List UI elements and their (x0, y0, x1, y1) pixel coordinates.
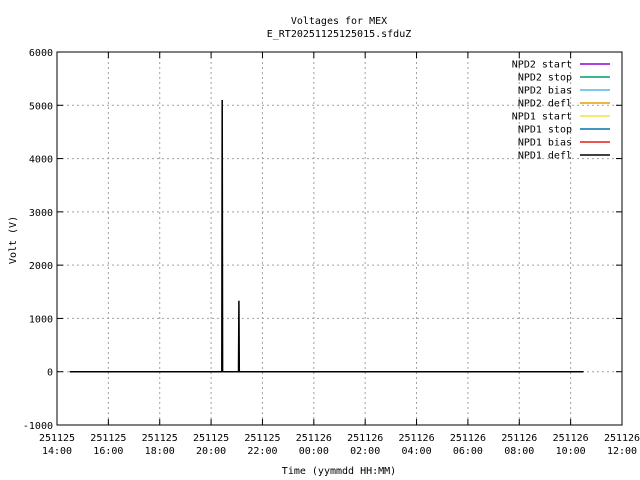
grid (57, 52, 622, 425)
legend-label: NPD2 start (512, 60, 572, 71)
axis-ticks: -1000 0 1000 2000 3000 4000 5000 6000 251125 14:0… (23, 48, 640, 457)
x-tick-label-time: 02:00 (350, 446, 380, 457)
chart-subtitle: E_RT20251125125015.sfduZ (267, 29, 412, 40)
x-tick-label-date: 251126 (347, 433, 383, 444)
x-tick-label-time: 14:00 (42, 446, 72, 457)
x-tick-label-date: 251125 (39, 433, 75, 444)
legend-label: NPD2 defl (518, 99, 572, 110)
series-line-npd1-defl (69, 99, 584, 373)
x-tick-label-time: 10:00 (556, 446, 586, 457)
y-tick-label: 6000 (29, 48, 53, 59)
x-tick-label-time: 16:00 (93, 446, 123, 457)
y-tick-label: 5000 (29, 101, 53, 112)
y-axis-label: Volt (V) (8, 216, 19, 264)
legend-label: NPD2 stop (518, 73, 572, 84)
x-tick-label-date: 251126 (501, 433, 537, 444)
legend-label: NPD1 defl (518, 151, 572, 162)
x-tick-label-date: 251126 (450, 433, 486, 444)
y-tick-label: 4000 (29, 155, 53, 166)
x-axis-label: Time (yymmdd HH:MM) (282, 466, 396, 477)
x-tick-label-date: 251125 (90, 433, 126, 444)
y-tick-label: -1000 (23, 421, 53, 432)
x-tick-label-time: 18:00 (145, 446, 175, 457)
legend-label: NPD1 bias (518, 138, 572, 149)
x-tick-label-time: 06:00 (453, 446, 483, 457)
x-tick-label-date: 251125 (142, 433, 178, 444)
x-tick-label-time: 04:00 (401, 446, 431, 457)
x-tick-label-time: 20:00 (196, 446, 226, 457)
x-tick-label-date: 251126 (553, 433, 589, 444)
x-tick-label-date: 251125 (193, 433, 229, 444)
y-tick-label: 3000 (29, 208, 53, 219)
x-tick-label-date: 251126 (296, 433, 332, 444)
x-tick-label-time: 00:00 (299, 446, 329, 457)
x-tick-label-time: 08:00 (504, 446, 534, 457)
plot-frame (56, 51, 623, 426)
series-lines (69, 99, 584, 373)
legend-label: NPD1 stop (518, 125, 572, 136)
x-tick-label-date: 251126 (604, 433, 640, 444)
y-tick-label: 0 (47, 368, 53, 379)
legend-label: NPD2 bias (518, 86, 572, 97)
legend-label: NPD1 start (512, 112, 572, 123)
x-tick-label-time: 12:00 (607, 446, 637, 457)
x-tick-label-time: 22:00 (247, 446, 277, 457)
x-tick-label-date: 251125 (244, 433, 280, 444)
x-tick-label-date: 251126 (398, 433, 434, 444)
chart-title: Voltages for MEX (291, 16, 387, 27)
y-tick-label: 1000 (29, 314, 53, 325)
y-tick-label: 2000 (29, 261, 53, 272)
legend: NPD2 start NPD2 stop NPD2 bias NPD2 defl NPD… (512, 60, 610, 162)
